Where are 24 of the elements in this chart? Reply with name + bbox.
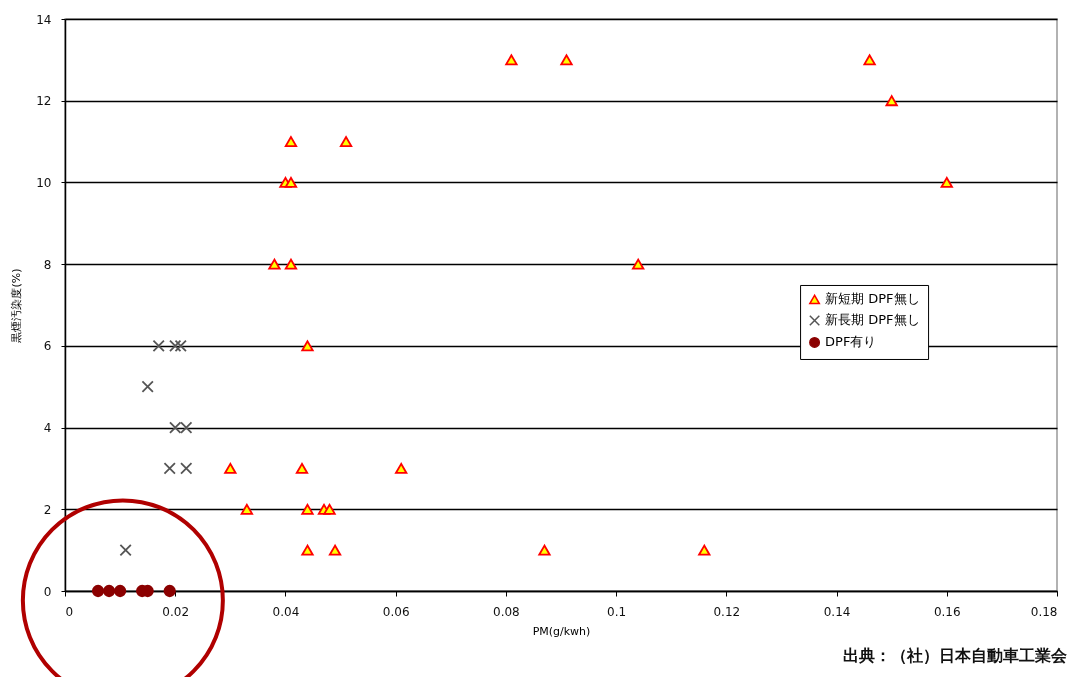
y-tick-label: 14 bbox=[36, 12, 52, 27]
y-tick-label: 0 bbox=[43, 584, 52, 599]
x-tick-label: 0.18 bbox=[1030, 604, 1058, 619]
source-note: 出典：（社）日本自動車工業会 bbox=[843, 646, 1067, 667]
y-axis-title: 黒煙汚染度(%) bbox=[10, 268, 24, 343]
legend-label: 新長期 DPF無し bbox=[825, 312, 920, 328]
y-tick-label: 10 bbox=[36, 175, 52, 190]
x-tick-label: 0.08 bbox=[493, 604, 520, 619]
x-tick-label: 0.02 bbox=[162, 604, 190, 619]
legend-label: 新短期 DPF無し bbox=[825, 291, 920, 307]
x-tick-label: 0 bbox=[65, 604, 74, 619]
x-tick-label: 0.04 bbox=[272, 604, 300, 619]
y-tick-label: 4 bbox=[43, 421, 52, 436]
x-tick-label: 0.06 bbox=[382, 604, 410, 619]
y-tick-label: 2 bbox=[43, 502, 52, 517]
y-tick-label: 6 bbox=[43, 339, 52, 354]
y-tick-label: 8 bbox=[43, 257, 52, 272]
x-tick-label: 0.1 bbox=[607, 604, 627, 619]
y-tick-label: 12 bbox=[36, 94, 52, 109]
x-tick-label: 0.14 bbox=[823, 604, 851, 619]
x-axis-title: PM(g/kwh) bbox=[532, 624, 591, 638]
x-tick-label: 0.16 bbox=[933, 604, 961, 619]
legend-label: DPF有り bbox=[825, 334, 877, 350]
x-tick-label: 0.12 bbox=[713, 604, 741, 619]
